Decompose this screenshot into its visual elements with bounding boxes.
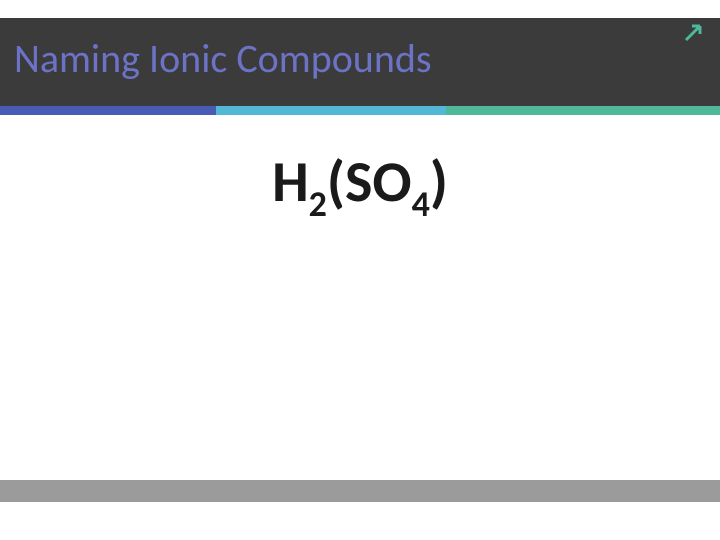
formula-subscript: 4 xyxy=(412,182,430,226)
stripe-segment-3 xyxy=(446,106,720,115)
formula-text: ) xyxy=(430,146,448,217)
formula-subscript: 2 xyxy=(309,182,327,226)
formula-text: H xyxy=(272,146,309,217)
formula-text: (SO xyxy=(327,146,412,217)
accent-stripe xyxy=(0,106,720,115)
arrow-icon xyxy=(684,22,704,42)
chemical-formula: H2(SO4) xyxy=(0,146,720,217)
slide-title: Naming Ionic Compounds xyxy=(14,34,432,83)
stripe-segment-2 xyxy=(216,106,446,115)
footer-band xyxy=(0,480,720,502)
stripe-segment-1 xyxy=(0,106,216,115)
